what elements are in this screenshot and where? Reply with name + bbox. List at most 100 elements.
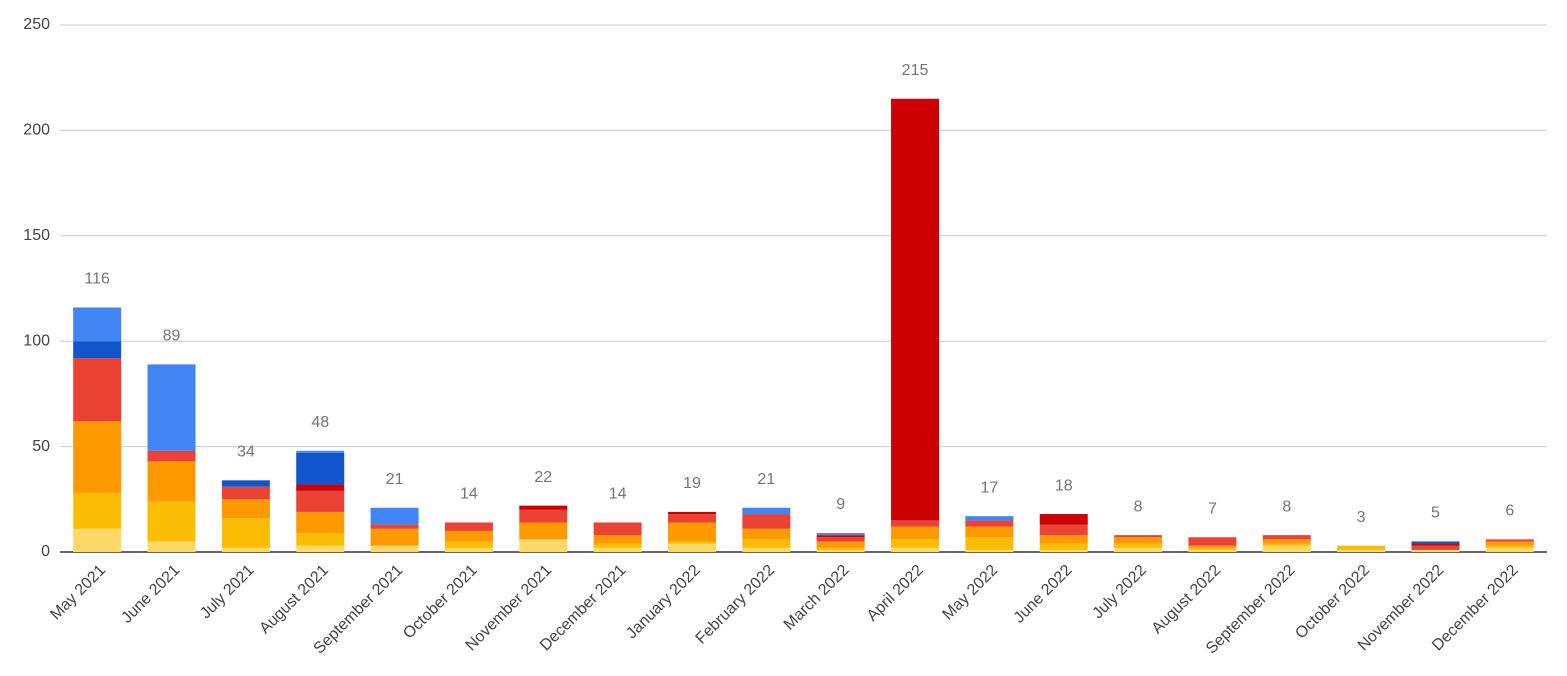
- y-tick-label: 150: [23, 227, 50, 244]
- bar-segment: [73, 492, 122, 529]
- bar-segment: [816, 541, 865, 548]
- bar-segment: [891, 539, 940, 548]
- total-label: 5: [1431, 505, 1440, 522]
- bar-segment: [1114, 535, 1163, 538]
- x-tick-label: August 2022: [1149, 562, 1225, 638]
- x-tick-label: July 2022: [1089, 562, 1150, 623]
- x-tick-label: May 2021: [47, 562, 109, 624]
- y-tick-label: 200: [23, 122, 50, 139]
- bar-segment: [816, 549, 865, 552]
- bar-segment: [370, 545, 419, 552]
- bar-segment: [296, 490, 345, 512]
- x-tick-label: May 2022: [939, 562, 1001, 624]
- bar-segment: [965, 526, 1014, 538]
- bar-segment: [1039, 535, 1088, 544]
- bar-segment: [444, 530, 493, 542]
- total-label: 21: [757, 471, 775, 488]
- total-label: 6: [1505, 503, 1514, 520]
- bar-segment: [965, 549, 1014, 552]
- bar-segment: [147, 364, 196, 451]
- bar-segment: [1039, 543, 1088, 550]
- x-tick-label: August 2021: [256, 562, 332, 638]
- bar-segment: [891, 520, 940, 527]
- bar-segment: [1411, 549, 1460, 552]
- bar-segment: [816, 537, 865, 542]
- total-label: 48: [311, 414, 329, 431]
- bar-segment: [667, 543, 716, 552]
- bar-segment: [221, 499, 270, 519]
- bar-segment: [1114, 543, 1163, 548]
- bar-segment: [73, 528, 122, 552]
- x-tick-label: October 2022: [1292, 562, 1373, 643]
- total-label: 8: [1134, 498, 1143, 515]
- bar-segment: [742, 528, 791, 540]
- y-tick-label: 0: [41, 543, 50, 560]
- x-tick-label: January 2022: [623, 562, 704, 643]
- total-label: 116: [84, 271, 110, 288]
- bar-segment: [891, 547, 940, 552]
- bar-segment: [1262, 543, 1311, 546]
- bar-segment: [370, 524, 419, 529]
- bar-segment: [296, 545, 345, 552]
- bar-segment: [519, 539, 568, 552]
- bar-segment: [147, 461, 196, 502]
- bar-segment: [519, 509, 568, 523]
- total-label: 89: [163, 328, 181, 345]
- bar-segment: [1262, 539, 1311, 544]
- bar-segment: [742, 547, 791, 552]
- bar-segment: [816, 547, 865, 550]
- y-tick-label: 50: [32, 438, 50, 455]
- bar-segment: [221, 486, 270, 500]
- bar-segment: [296, 511, 345, 534]
- bar-segment: [1485, 545, 1534, 548]
- bar-segment: [73, 307, 122, 342]
- total-label: 34: [237, 444, 255, 461]
- total-label: 3: [1357, 509, 1366, 526]
- bar-segment: [593, 535, 642, 544]
- bar-segment: [1188, 549, 1237, 552]
- bar-segment: [1337, 545, 1386, 550]
- bar-segment: [370, 528, 419, 546]
- bar-segment: [221, 518, 270, 548]
- bar-segment: [1188, 547, 1237, 550]
- bar-segment: [296, 450, 345, 453]
- total-label: 14: [609, 486, 627, 503]
- y-tick-label: 250: [23, 16, 50, 33]
- total-label: 21: [386, 471, 404, 488]
- bar-segment: [1411, 541, 1460, 544]
- bar-segment: [1337, 549, 1386, 552]
- bar-segment: [444, 522, 493, 531]
- y-tick-label: 100: [23, 332, 50, 349]
- x-tick-label: June 2022: [1011, 562, 1076, 627]
- total-label: 17: [980, 479, 998, 496]
- bar-segment: [1114, 537, 1163, 544]
- bar-segment: [965, 516, 1014, 521]
- bar-segment: [147, 450, 196, 462]
- bar-segment: [667, 541, 716, 544]
- bar-segment: [1188, 537, 1237, 546]
- total-label: 8: [1282, 498, 1291, 515]
- total-label: 215: [902, 62, 929, 79]
- bar-segment: [1411, 543, 1460, 546]
- bar-segment: [147, 501, 196, 542]
- bar-segment: [73, 341, 122, 359]
- bar-segment: [147, 541, 196, 552]
- bar-segment: [221, 547, 270, 552]
- total-label: 9: [836, 496, 845, 513]
- bar-segment: [742, 539, 791, 548]
- x-tick-label: April 2022: [864, 562, 927, 625]
- bar-segment: [816, 533, 865, 536]
- x-tick-label: February 2022: [693, 562, 779, 648]
- bar-segment: [1188, 545, 1237, 548]
- bar-segment: [296, 533, 345, 546]
- bar-segment: [667, 514, 716, 523]
- x-tick-label: June 2021: [118, 562, 183, 627]
- bar-segment: [891, 526, 940, 540]
- bar-segment: [742, 507, 791, 515]
- x-tick-label: October 2021: [400, 562, 481, 643]
- bar-segment: [1262, 535, 1311, 540]
- total-label: 14: [460, 486, 478, 503]
- bar-segment: [296, 452, 345, 485]
- bar-segment: [519, 505, 568, 510]
